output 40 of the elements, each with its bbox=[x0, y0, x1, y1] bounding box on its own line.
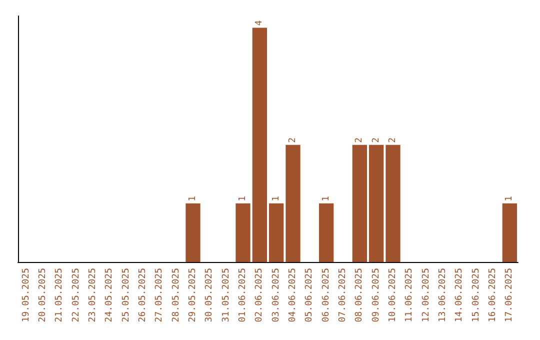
x-tick-label: 16.06.2025 bbox=[488, 268, 498, 322]
x-tick-label: 17.06.2025 bbox=[504, 268, 515, 322]
x-tick-label: 30.05.2025 bbox=[204, 268, 215, 322]
x-tick-label: 09.06.2025 bbox=[371, 268, 382, 322]
x-tick-label: 23.05.2025 bbox=[88, 268, 98, 322]
x-tick-label: 29.05.2025 bbox=[188, 268, 198, 322]
x-tick-label: 15.06.2025 bbox=[471, 268, 482, 322]
x-tick-label: 26.05.2025 bbox=[138, 268, 148, 322]
x-tick-label: 07.06.2025 bbox=[338, 268, 348, 322]
x-tick-label: 25.05.2025 bbox=[121, 268, 132, 322]
x-tick-label: 13.06.2025 bbox=[438, 268, 448, 322]
x-tick-label: 20.05.2025 bbox=[38, 268, 48, 322]
data-label: 2 bbox=[371, 137, 382, 143]
data-label: 1 bbox=[238, 196, 248, 202]
data-label: 2 bbox=[388, 137, 398, 143]
data-label: 1 bbox=[504, 196, 515, 202]
data-label: 1 bbox=[321, 196, 332, 202]
data-label: 4 bbox=[254, 20, 265, 26]
data-label: 2 bbox=[354, 137, 365, 143]
x-tick-label: 27.05.2025 bbox=[154, 268, 165, 322]
x-tick-label: 08.06.2025 bbox=[354, 268, 365, 322]
x-tick-label: 21.05.2025 bbox=[54, 268, 65, 322]
x-tick-label: 31.05.2025 bbox=[221, 268, 232, 322]
data-label: 2 bbox=[288, 137, 298, 143]
x-tick-label: 01.06.2025 bbox=[238, 268, 248, 322]
x-tick-label: 02.06.2025 bbox=[254, 268, 265, 322]
x-tick-label: 03.06.2025 bbox=[271, 268, 282, 322]
x-tick-label: 24.05.2025 bbox=[104, 268, 115, 322]
x-tick-label: 19.05.2025 bbox=[21, 268, 32, 322]
x-tick-label: 11.06.2025 bbox=[404, 268, 415, 322]
x-tick-label: 10.06.2025 bbox=[388, 268, 398, 322]
x-tick-label: 12.06.2025 bbox=[421, 268, 432, 322]
x-tick-label: 04.06.2025 bbox=[288, 268, 298, 322]
x-tick-label: 22.05.2025 bbox=[71, 268, 82, 322]
data-label: 1 bbox=[271, 196, 282, 202]
x-tick-label: 05.06.2025 bbox=[304, 268, 315, 322]
x-tick-label: 28.05.2025 bbox=[171, 268, 182, 322]
x-tick-label: 14.06.2025 bbox=[454, 268, 465, 322]
x-tick-label: 06.06.2025 bbox=[321, 268, 332, 322]
data-label: 1 bbox=[188, 196, 198, 202]
